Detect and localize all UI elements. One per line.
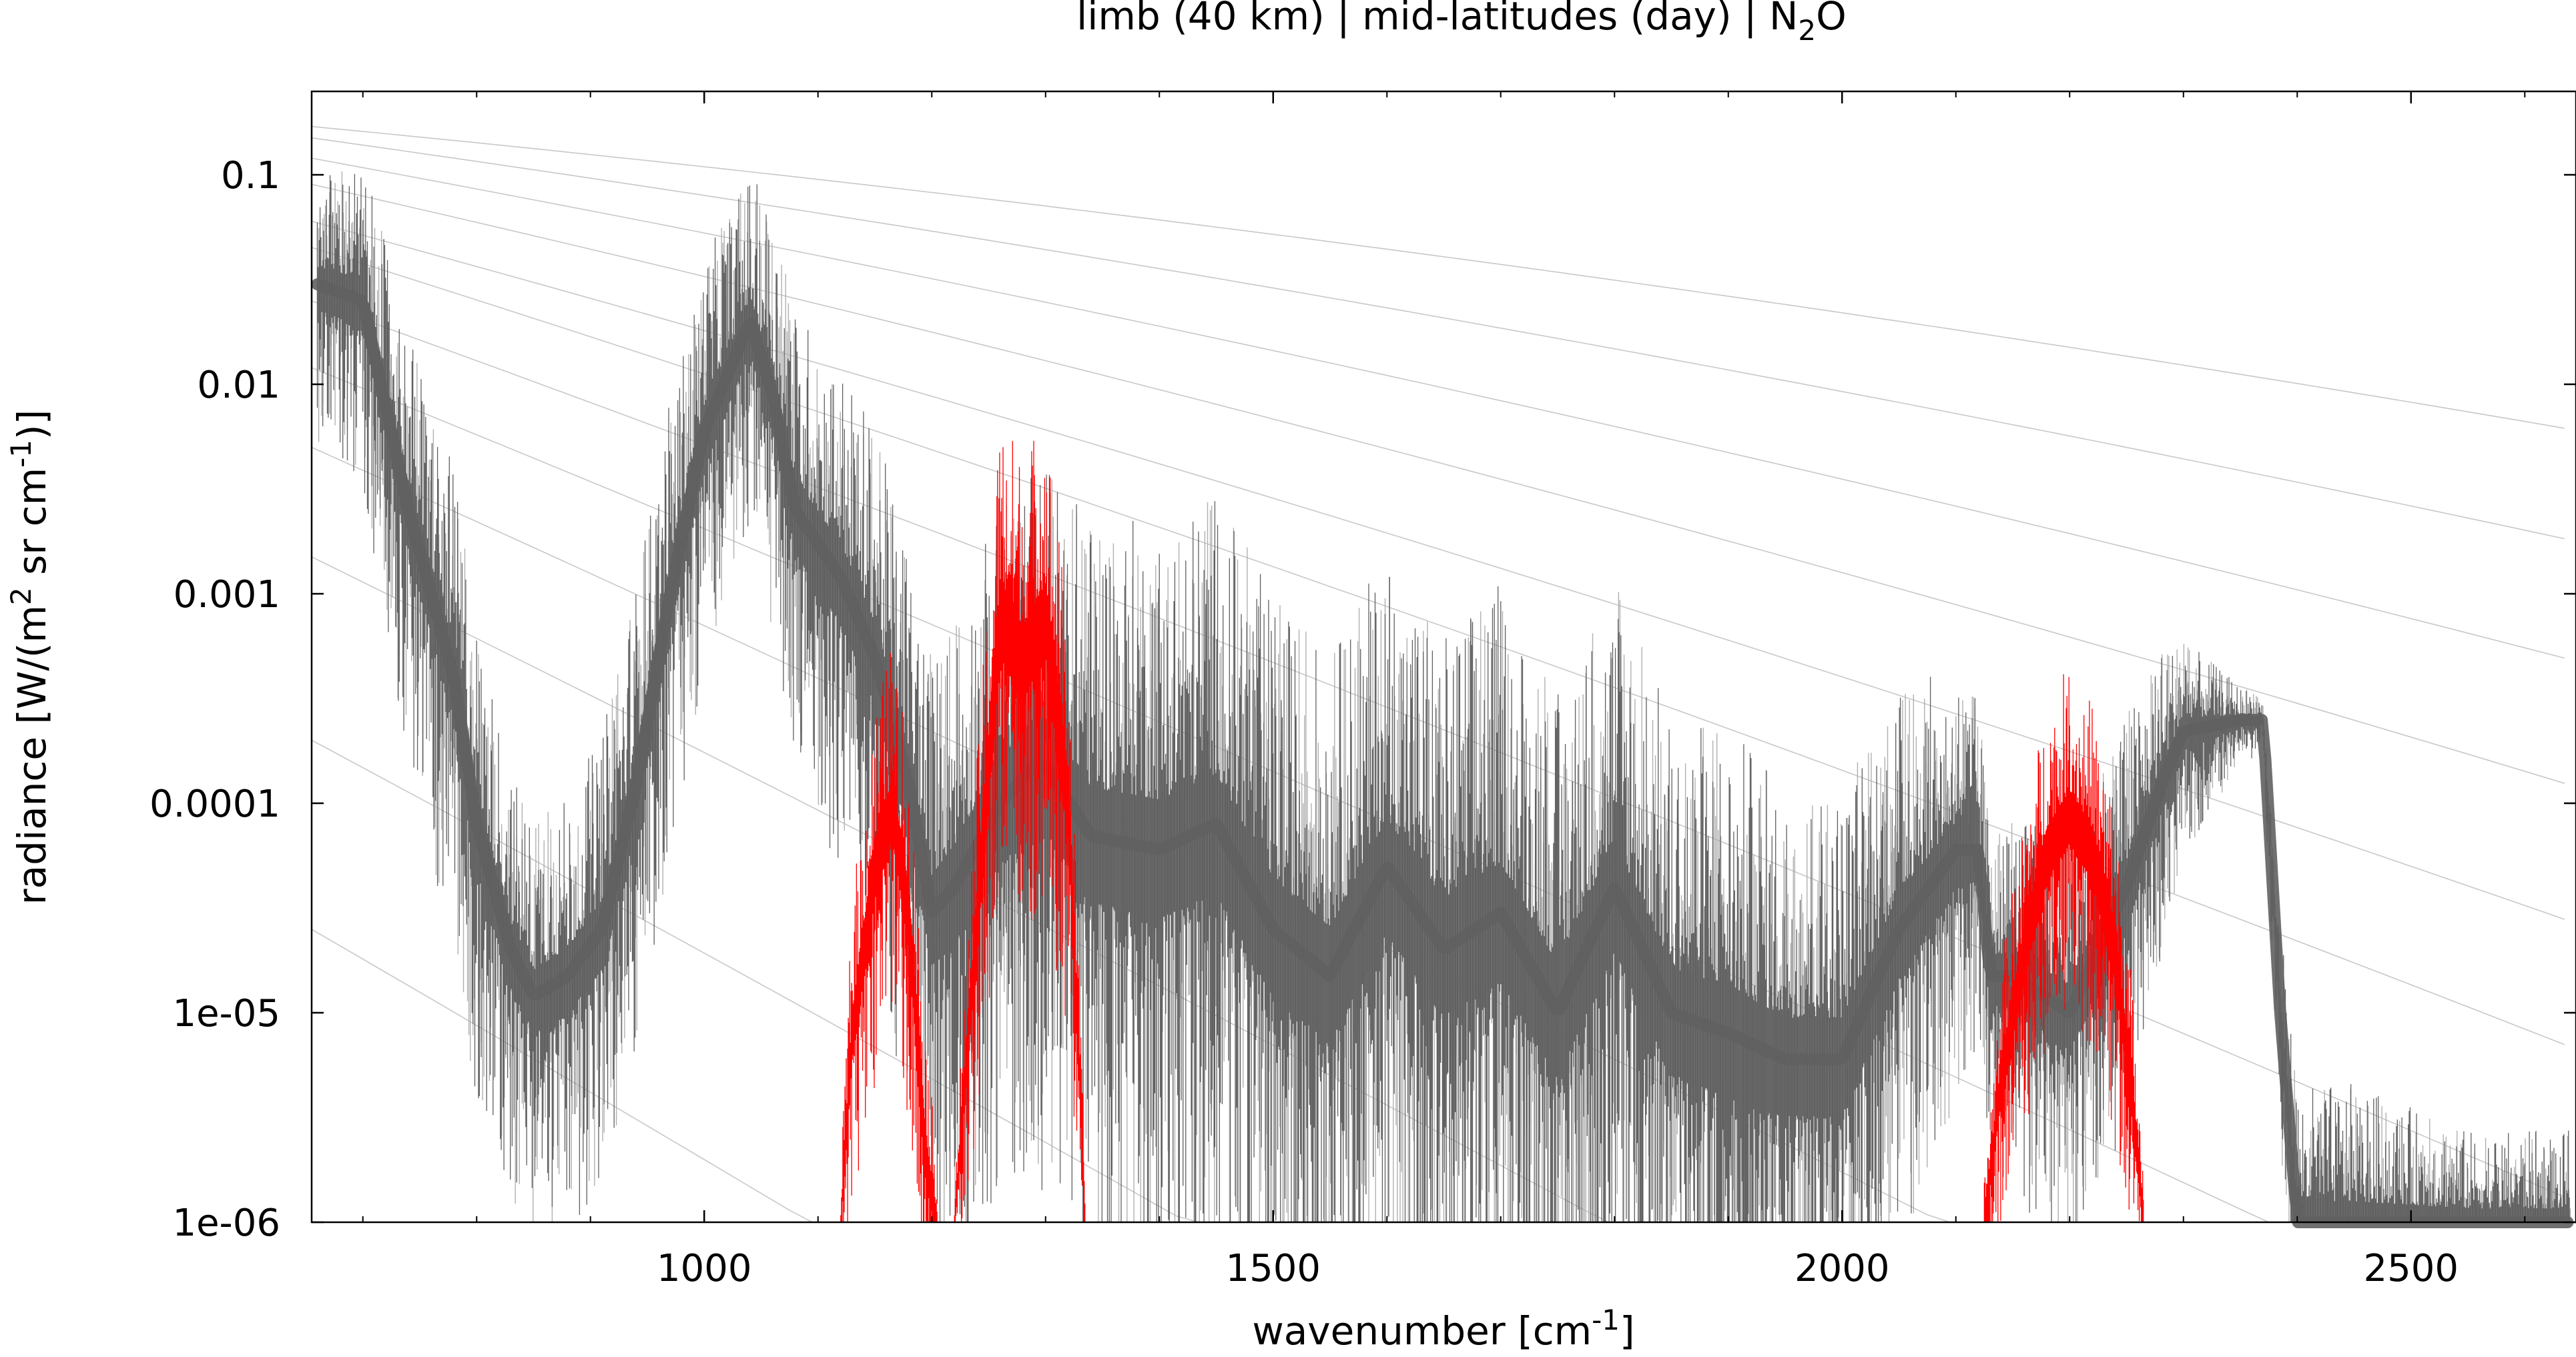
chart-title: limb (40 km) | mid-latitudes (day) | N2O <box>1076 0 1847 47</box>
x-tick-label: 1000 <box>657 1247 752 1290</box>
y-tick-label: 0.01 <box>197 364 280 407</box>
total-radiance-series <box>311 171 2574 1228</box>
n2o-radiance-series <box>840 440 2144 1222</box>
y-tick-label: 0.001 <box>174 573 280 616</box>
plot-frame <box>310 90 2576 1224</box>
x-tick-label: 1500 <box>1225 1247 1321 1290</box>
series-n2o-lines <box>840 652 938 1222</box>
x-tick-label: 2000 <box>1795 1247 1890 1290</box>
x-axis-label: wavenumber [cm-1] <box>1252 1304 1634 1354</box>
reference-curve <box>311 125 2565 429</box>
series-total-core <box>311 278 2574 1228</box>
series-n2o-lines <box>1983 674 2144 1222</box>
reference-curve <box>311 137 2565 540</box>
reference-curve <box>311 247 2565 1045</box>
reference-curve <box>311 157 2565 659</box>
y-axis-label: radiance [W/(m2 sr cm-1)] <box>5 410 55 905</box>
y-tick-label: 0.0001 <box>149 783 280 826</box>
y-tick-label: 0.1 <box>221 154 280 197</box>
series-n2o-lines <box>954 440 1086 1222</box>
y-tick-label: 1e-05 <box>172 992 280 1035</box>
x-tick-label: 2500 <box>2364 1247 2459 1290</box>
y-axis-ticks: 0.1 0.01 0.001 0.0001 1e-05 1e-06 <box>149 154 2576 1245</box>
reference-curve <box>311 220 2565 920</box>
y-tick-label: 1e-06 <box>172 1202 280 1245</box>
series-total-lines <box>316 173 2570 1222</box>
x-axis-ticks: 1000 1500 2000 2500 <box>362 91 2526 1290</box>
